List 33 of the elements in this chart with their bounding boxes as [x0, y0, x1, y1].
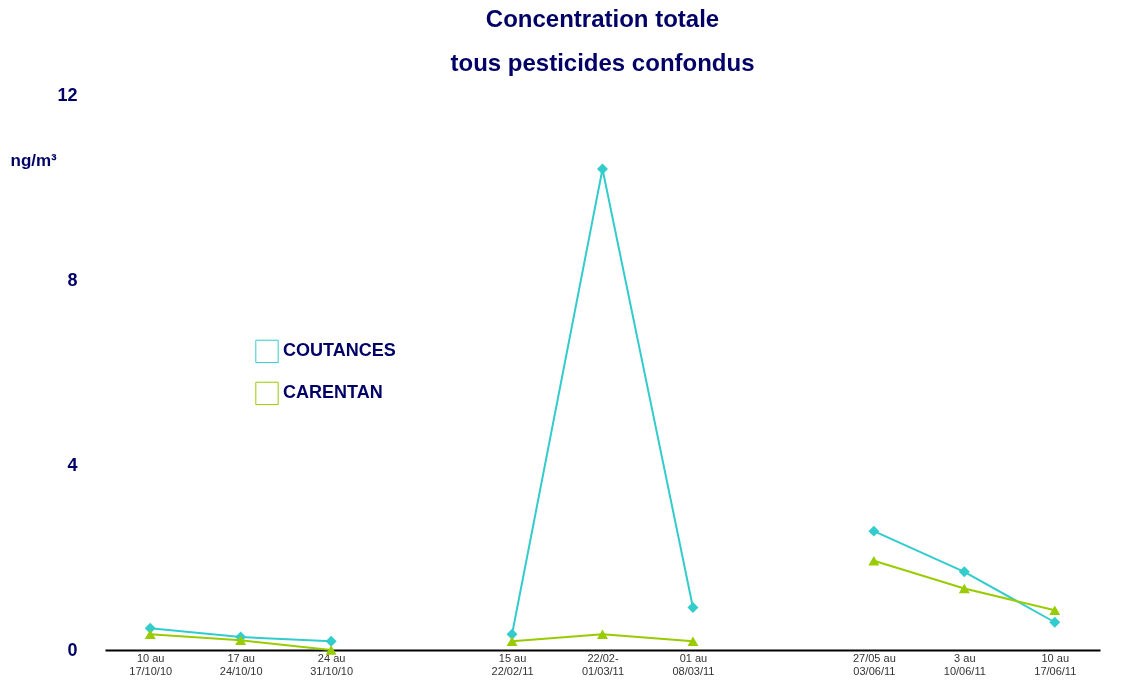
y-tick-label: 4 [67, 454, 78, 475]
point [325, 635, 337, 647]
point [687, 601, 699, 613]
legend-label: CARENTAN [283, 382, 383, 403]
y-tick-label: 0 [67, 639, 78, 660]
x-tick-label: 15 au 22/02/11 [491, 651, 534, 677]
x-tick-label: 10 au 17/06/11 [1034, 651, 1077, 677]
y-axis-title: ng/m³ [10, 150, 58, 170]
point [235, 635, 247, 646]
y-tick-label: 8 [67, 269, 78, 290]
point [144, 629, 156, 640]
chart-subtitle: tous pesticides confondus [450, 49, 755, 76]
x-tick-label: 24 au 31/10/10 [310, 651, 354, 677]
x-tick-label: 01 au 08/03/11 [672, 651, 715, 677]
point [506, 636, 518, 646]
chart-title: Concentration totale [485, 5, 720, 32]
x-tick-label: 27/05 au 03/06/11 [852, 651, 896, 677]
x-tick-label: 17 au 24/10/10 [219, 651, 263, 677]
x-tick-label: 3 au 10/06/11 [943, 651, 986, 677]
x-tick-label: 10 au 17/10/10 [129, 651, 173, 677]
point [325, 645, 337, 655]
legend-label: COUTANCES [283, 340, 396, 361]
point [687, 636, 699, 646]
point [958, 583, 970, 594]
point [597, 629, 608, 640]
point [868, 555, 880, 566]
point [1049, 605, 1061, 615]
y-tick-label: 12 [57, 84, 78, 105]
point [958, 566, 970, 578]
point [868, 525, 880, 537]
x-tick-label: 22/02- 01/03/11 [581, 651, 625, 677]
point [1049, 616, 1061, 628]
point [506, 628, 518, 640]
